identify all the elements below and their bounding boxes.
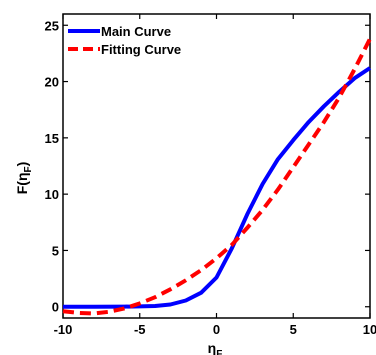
legend-label-main-curve: Main Curve	[101, 24, 171, 39]
y-tick-label: 5	[52, 243, 59, 258]
legend: Main Curve Fitting Curve	[68, 24, 181, 57]
x-axis-label: ηF	[208, 340, 223, 355]
x-tick-label: -10	[54, 322, 73, 337]
x-tick-label: 0	[213, 322, 220, 337]
plot-frame	[62, 13, 371, 319]
legend-label-fitting-curve: Fitting Curve	[101, 42, 181, 57]
y-tick-label: 0	[52, 300, 59, 315]
series-line-fitting-curve	[62, 37, 372, 316]
x-tick-label: -5	[134, 322, 146, 337]
y-tick-label: 10	[45, 187, 59, 202]
plot-area: -10 -5 0 5 10 0 5 10 15 20 25	[45, 13, 376, 337]
y-tick-label: 15	[45, 131, 59, 146]
x-tick-label: 5	[290, 322, 297, 337]
series-line-main-curve	[63, 66, 372, 309]
x-tick-label: 10	[363, 322, 376, 337]
y-axis-label: F(ηF)	[14, 162, 34, 195]
y-tick-label: 25	[45, 18, 59, 33]
y-tick-label: 20	[45, 75, 59, 90]
